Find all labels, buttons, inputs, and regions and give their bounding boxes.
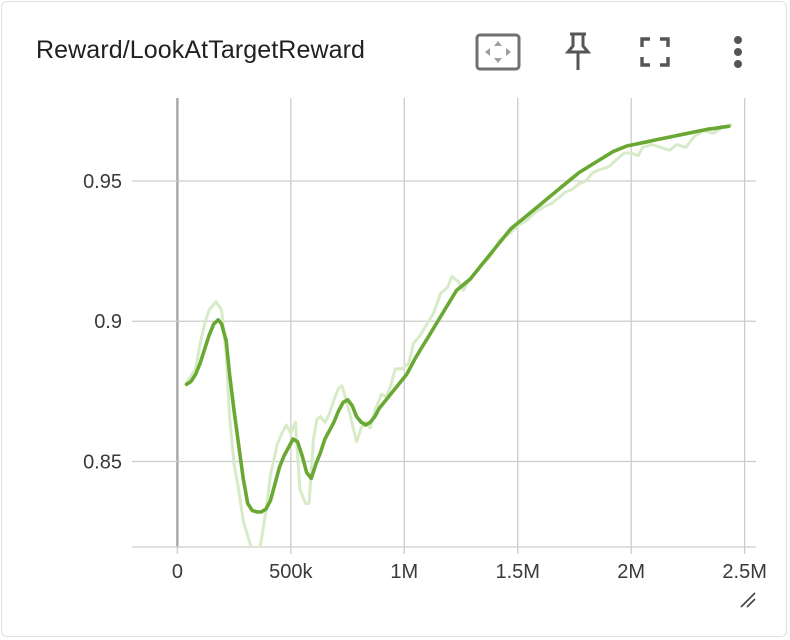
series-lines [184,123,733,547]
x-tick-label: 0 [172,561,183,583]
resize-handle-icon[interactable] [740,592,756,608]
fullscreen-button[interactable] [631,30,679,74]
x-axis-ticks: 0 500k 1M 1.5M 2M 2.5M [172,547,767,583]
x-tick-label: 1M [390,561,418,583]
y-tick-label: 0.9 [94,311,122,333]
fit-domain-icon [475,33,521,71]
y-tick-label: 0.95 [83,171,122,193]
pin-button[interactable] [554,30,602,74]
smoothed-series-line [184,124,731,514]
x-tick-label: 2.5M [722,561,766,583]
pin-icon [564,32,592,70]
fullscreen-icon [640,37,670,67]
more-vert-icon [734,36,742,68]
fit-domain-button[interactable] [474,30,522,74]
grid-lines [132,98,756,548]
y-tick-label: 0.85 [83,451,122,473]
y-axis-ticks: 0.85 0.9 0.95 [83,171,122,473]
x-tick-label: 2M [617,561,645,583]
card-title: Reward/LookAtTargetReward [36,36,366,64]
more-options-button[interactable] [714,30,762,74]
x-tick-label: 500k [269,561,313,583]
raw-series-line [185,123,733,547]
x-tick-label: 1.5M [496,561,540,583]
